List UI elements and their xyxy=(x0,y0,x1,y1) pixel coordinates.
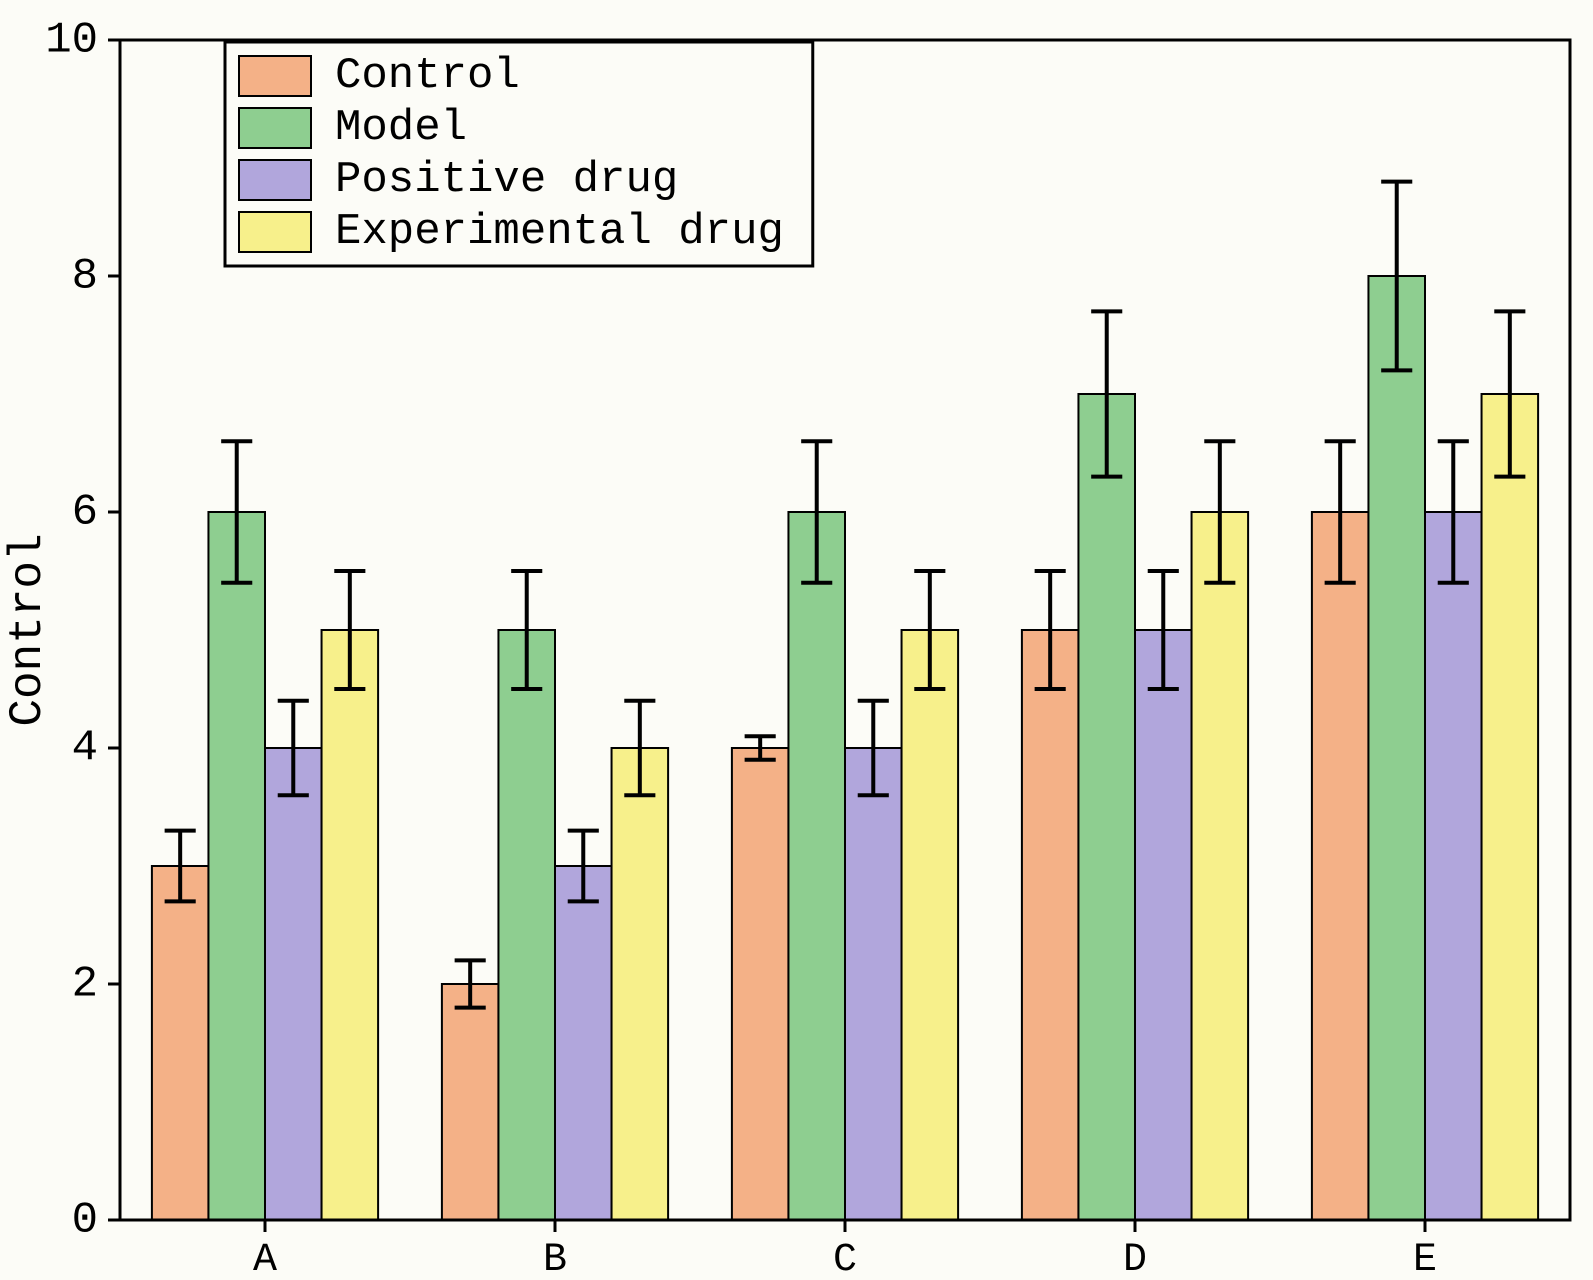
legend-swatch xyxy=(239,56,311,96)
chart-svg: 0246810ABCDEControlControlModelPositive … xyxy=(0,0,1593,1280)
bar xyxy=(1312,512,1369,1220)
y-tick-label: 0 xyxy=(72,1196,98,1246)
y-tick-label: 10 xyxy=(45,16,98,66)
legend-swatch xyxy=(239,160,311,200)
bar xyxy=(1078,394,1135,1220)
legend-label: Control xyxy=(335,51,520,101)
bar xyxy=(845,748,902,1220)
x-tick-label: E xyxy=(1413,1238,1437,1280)
bar xyxy=(1022,630,1079,1220)
bar xyxy=(555,866,612,1220)
bar xyxy=(612,748,669,1220)
bar xyxy=(208,512,265,1220)
x-tick-label: A xyxy=(253,1238,277,1280)
bar xyxy=(1192,512,1249,1220)
bar xyxy=(498,630,555,1220)
bar xyxy=(442,984,499,1220)
bar xyxy=(1425,512,1482,1220)
bar xyxy=(902,630,959,1220)
bar xyxy=(1368,276,1425,1220)
bar xyxy=(1135,630,1192,1220)
bar xyxy=(265,748,322,1220)
legend: ControlModelPositive drugExperimental dr… xyxy=(225,42,813,266)
x-tick-label: C xyxy=(833,1238,857,1280)
bar xyxy=(732,748,789,1220)
legend-label: Experimental drug xyxy=(335,207,784,257)
y-axis-label: Control xyxy=(2,533,54,726)
legend-swatch xyxy=(239,212,311,252)
legend-swatch xyxy=(239,108,311,148)
bar xyxy=(788,512,845,1220)
legend-label: Positive drug xyxy=(335,155,678,205)
bar xyxy=(152,866,209,1220)
x-tick-label: D xyxy=(1123,1238,1147,1280)
y-tick-label: 6 xyxy=(72,488,98,538)
y-tick-label: 2 xyxy=(72,960,98,1010)
bar-chart: 0246810ABCDEControlControlModelPositive … xyxy=(0,0,1593,1280)
y-tick-label: 8 xyxy=(72,252,98,302)
bar xyxy=(322,630,379,1220)
x-tick-label: B xyxy=(543,1238,567,1280)
y-tick-label: 4 xyxy=(72,724,98,774)
bar xyxy=(1482,394,1539,1220)
legend-label: Model xyxy=(335,103,467,153)
